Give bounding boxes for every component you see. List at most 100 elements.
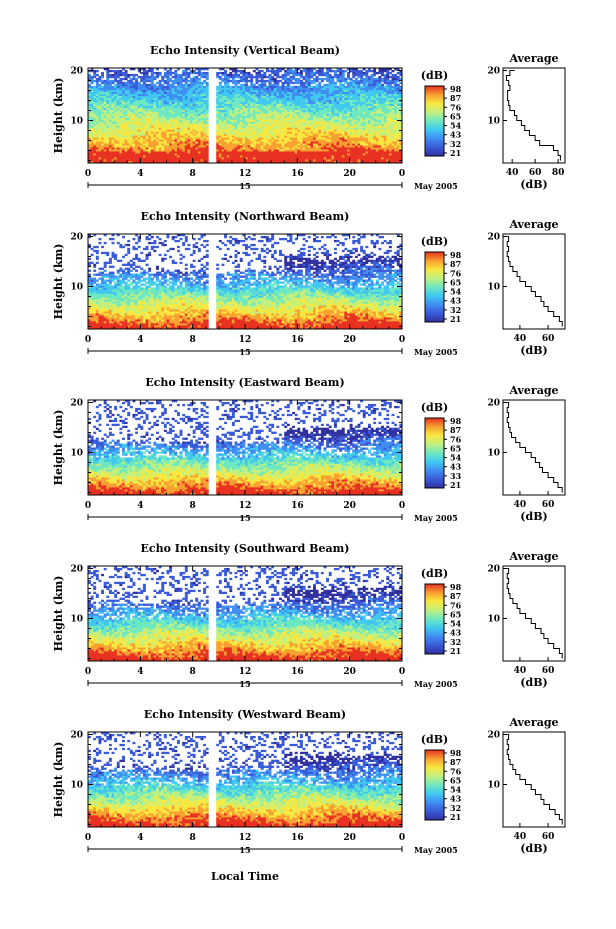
heatmap-cell xyxy=(184,145,188,148)
heatmap-cell xyxy=(156,139,159,142)
heatmap-cell xyxy=(98,101,102,104)
heatmap-cell xyxy=(119,119,123,122)
heatmap-cell xyxy=(370,77,374,81)
heatmap-cell xyxy=(365,161,369,164)
heatmap-cell xyxy=(370,83,374,87)
heatmap-cell xyxy=(242,103,246,106)
heatmap-cell xyxy=(326,87,330,91)
heatmap-cell xyxy=(354,161,358,164)
heatmap-cell xyxy=(197,119,201,122)
heatmap-cell xyxy=(190,113,193,116)
heatmap-cell xyxy=(114,83,118,87)
heatmap-cell xyxy=(179,81,183,85)
heatmap-cell xyxy=(98,91,102,95)
heatmap-cell xyxy=(299,97,303,100)
heatmap-cell xyxy=(153,91,157,95)
heatmap-cell xyxy=(252,117,256,120)
heatmap-cell xyxy=(339,91,343,95)
heatmap-cell xyxy=(360,133,364,136)
heatmap-cell xyxy=(127,145,131,148)
heatmap-cell xyxy=(360,79,364,83)
heatmap-cell xyxy=(333,151,337,154)
heatmap-cell xyxy=(331,123,335,126)
heatmap-cell xyxy=(365,83,369,87)
heatmap-cell xyxy=(142,89,146,93)
heatmap-cell xyxy=(140,159,144,162)
heatmap-cell xyxy=(302,149,306,152)
heatmap-cell xyxy=(127,139,131,142)
heatmap-cell xyxy=(339,111,343,114)
heatmap-cell xyxy=(140,111,144,114)
heatmap-cell xyxy=(331,91,335,95)
heatmap-cell xyxy=(224,87,227,91)
heatmap-cell xyxy=(331,135,335,138)
heatmap-cell xyxy=(140,123,144,126)
heatmap-cell xyxy=(179,121,183,124)
heatmap-cell xyxy=(367,139,371,142)
heatmap-cell xyxy=(260,155,264,158)
heatmap-cell xyxy=(299,89,303,93)
heatmap-cell xyxy=(116,143,120,146)
heatmap-cell xyxy=(271,155,275,158)
heatmap-cell xyxy=(360,123,364,126)
heatmap-cell xyxy=(150,121,154,124)
heatmap-cell xyxy=(153,77,157,81)
heatmap-cell xyxy=(294,135,298,138)
heatmap-cell xyxy=(174,99,178,102)
heatmap-cell xyxy=(229,113,233,116)
heatmap-cell xyxy=(310,129,314,132)
heatmap-cell xyxy=(279,125,282,128)
heatmap-cell xyxy=(169,109,173,112)
heatmap-cell xyxy=(169,131,173,134)
heatmap-cell xyxy=(313,139,316,142)
heatmap-cell xyxy=(255,81,259,85)
heatmap-cell xyxy=(255,93,259,97)
heatmap-cell xyxy=(182,161,186,164)
heatmap-cell xyxy=(310,121,314,124)
heatmap-cell xyxy=(362,83,366,87)
heatmap-cell xyxy=(297,87,301,91)
heatmap-cell xyxy=(373,139,377,142)
heatmap-cell xyxy=(271,157,275,160)
heatmap-cell xyxy=(271,97,275,100)
heatmap-cell xyxy=(318,117,322,120)
heatmap-cell xyxy=(192,133,196,136)
heatmap-cell xyxy=(145,137,149,140)
heatmap-cell xyxy=(320,151,324,154)
heatmap-cell xyxy=(182,125,186,128)
heatmap-cell xyxy=(103,131,107,134)
heatmap-cell xyxy=(174,127,178,130)
heatmap-cell xyxy=(294,101,298,104)
heatmap-cell xyxy=(378,131,382,134)
heatmap-cell xyxy=(297,115,301,118)
heatmap-cell xyxy=(268,83,272,87)
heatmap-cell xyxy=(258,121,261,124)
heatmap-cell xyxy=(122,139,125,142)
heatmap-cell xyxy=(347,141,350,144)
heatmap-cell xyxy=(318,109,322,112)
heatmap-cell xyxy=(135,119,139,122)
heatmap-cell xyxy=(394,141,398,144)
heatmap-cell xyxy=(132,91,136,95)
heatmap-cell xyxy=(344,89,348,93)
heatmap-cell xyxy=(281,77,285,81)
heatmap-cell xyxy=(360,155,364,158)
heatmap-cell xyxy=(362,151,366,154)
heatmap-cell xyxy=(341,129,345,132)
heatmap-cell xyxy=(95,119,99,122)
heatmap-cell xyxy=(258,85,261,89)
heatmap-cell xyxy=(349,105,353,108)
heatmap-cell xyxy=(289,151,293,154)
heatmap-cell xyxy=(224,109,227,112)
heatmap-cell xyxy=(396,111,400,114)
heatmap-cell xyxy=(174,113,178,116)
heatmap-cell xyxy=(171,153,175,156)
heatmap-cell xyxy=(88,101,91,104)
heatmap-cell xyxy=(216,135,220,138)
heatmap-cell xyxy=(305,91,309,95)
heatmap-cell xyxy=(114,137,118,140)
heatmap-cell xyxy=(260,75,264,79)
heatmap-cell xyxy=(263,107,267,110)
heatmap-cell xyxy=(310,151,314,154)
heatmap-cell xyxy=(331,121,335,124)
